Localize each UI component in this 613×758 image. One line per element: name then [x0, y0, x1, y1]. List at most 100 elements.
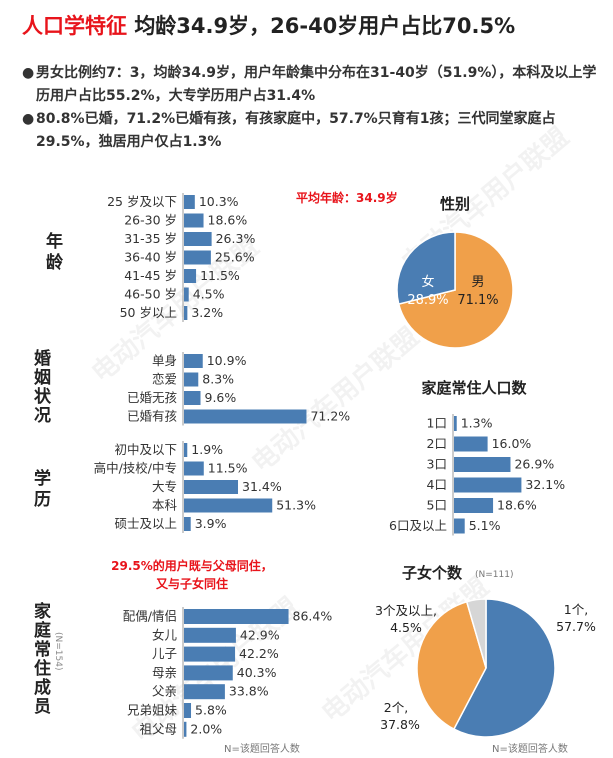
bar-category-label: 1口 [427, 416, 447, 431]
bar [184, 409, 307, 424]
bar-category-label: 祖父母 [139, 721, 177, 736]
bar-category-label: 50 岁以上 [120, 305, 177, 320]
pie-slice [416, 600, 487, 731]
bar-value-label: 42.2% [239, 646, 279, 661]
bar-category-label: 46-50 岁 [124, 287, 177, 302]
pie-label-name: 男 [471, 275, 484, 290]
pie-label-name: 2个, [384, 700, 408, 715]
bar [184, 250, 211, 265]
pie-label-value: 57.7% [556, 619, 596, 634]
group-label-household: 庭 [34, 620, 51, 641]
pie-label-name: 1个, [564, 602, 588, 617]
bar-value-label: 1.9% [191, 442, 223, 457]
group-label-education: 学 [34, 468, 51, 489]
page-title: 人口学特征 均龄34.9岁，26-40岁用户占比70.5% [22, 10, 515, 40]
bar-category-label: 已婚有孩 [127, 409, 177, 424]
bar-value-label: 16.0% [492, 436, 532, 451]
pie-label-value: 4.5% [390, 620, 422, 635]
group-label-age: 年 [46, 231, 63, 252]
bar-category-label: 恋爱 [152, 372, 177, 387]
pie-slice [465, 598, 487, 669]
bar [184, 232, 212, 246]
bar [184, 306, 188, 320]
bar-value-label: 33.8% [229, 684, 269, 699]
household-size-title: 家庭常住人口数 [421, 379, 527, 397]
bar-category-label: 26-30 岁 [124, 213, 177, 228]
age-annotation: 平均年龄：34.9岁 [296, 190, 398, 205]
bar-value-label: 31.4% [242, 479, 282, 494]
bar-value-label: 71.2% [310, 409, 350, 424]
bar [184, 665, 233, 681]
group-label-marital: 状 [34, 386, 52, 407]
bar-category-label: 单身 [152, 353, 177, 368]
group-label-marital: 姻 [34, 367, 51, 388]
bar-category-label: 配偶/情侣 [123, 609, 177, 624]
bar-value-label: 2.0% [190, 721, 222, 736]
bar-category-label: 父亲 [152, 684, 177, 699]
group-label-household: 住 [34, 658, 51, 679]
bar [184, 684, 225, 700]
pie-label-value: 37.8% [380, 717, 420, 732]
bar [184, 703, 192, 718]
group-label-household: 成 [34, 677, 51, 698]
bar-value-label: 25.6% [215, 250, 255, 265]
group-label-age: 龄 [46, 252, 64, 273]
group-label-marital: 婚 [34, 348, 51, 369]
bar-category-label: 兄弟姐妹 [127, 703, 178, 718]
bar-category-label: 6口及以上 [389, 518, 447, 533]
bar-value-label: 5.8% [195, 703, 227, 718]
bar [184, 461, 204, 476]
bar-value-label: 11.5% [208, 461, 248, 476]
household-annotation-line: 29.5%的用户既与父母同住， [111, 558, 273, 573]
household-annotation-line: 又与子女同住 [155, 576, 228, 591]
bar-value-label: 11.5% [200, 268, 240, 283]
bar-value-label: 1.3% [461, 416, 493, 431]
group-label-marital: 况 [34, 406, 51, 426]
bar-category-label: 5口 [427, 498, 447, 513]
bar-value-label: 5.1% [469, 518, 501, 533]
summary-bullet: ● 80.8%已婚，71.2%已婚有孩，有孩家庭中，57.7%只育有1孩；三代同堂… [22, 111, 556, 150]
bar-category-label: 41-45 岁 [124, 268, 177, 283]
summary-bullet-text: 男女比例约7：3，均龄34.9岁，用户年龄集中分布在31-40岁（51.9%），… [36, 65, 597, 104]
bar-category-label: 母亲 [152, 665, 177, 680]
bar [184, 354, 203, 368]
bar-category-label: 大专 [152, 479, 177, 494]
bar-category-label: 2口 [427, 436, 447, 451]
title-main: 均龄34.9岁，26-40岁用户占比70.5% [134, 14, 516, 38]
title-highlight: 人口学特征 [22, 14, 127, 38]
footnote: N=该题回答人数 [224, 742, 300, 755]
pie-label-name: 女 [421, 274, 434, 290]
bar [454, 498, 494, 513]
footnote: N=该题回答人数 [492, 742, 568, 755]
bar [454, 436, 488, 452]
pie-label-value: 71.1% [457, 293, 498, 308]
bar-value-label: 51.3% [276, 498, 316, 513]
bar [184, 391, 201, 405]
household-sample-note: (N=154) [53, 632, 63, 670]
bar-category-label: 儿子 [152, 646, 177, 661]
pie-slice [396, 231, 456, 305]
bar-category-label: 3口 [427, 457, 447, 472]
bar-value-label: 18.6% [497, 498, 537, 513]
bar-category-label: 本科 [152, 498, 178, 513]
bar [184, 609, 289, 624]
bar [184, 372, 199, 387]
bar-category-label: 高中/技校/中专 [94, 461, 177, 476]
bar-value-label: 10.3% [199, 194, 239, 209]
bar-value-label: 4.5% [193, 287, 225, 302]
bar-category-label: 硕士及以上 [114, 516, 177, 531]
group-label-household: 家 [34, 601, 51, 622]
bar-category-label: 4口 [427, 477, 447, 492]
bar [184, 213, 204, 228]
children-sample-note: (N=111) [475, 570, 513, 580]
bar-value-label: 86.4% [293, 609, 333, 624]
bar-category-label: 初中及以下 [114, 442, 177, 457]
bar [184, 195, 195, 209]
bar [454, 477, 522, 493]
bar-value-label: 42.9% [240, 627, 280, 642]
bar-value-label: 8.3% [202, 372, 234, 387]
bar-category-label: 女儿 [152, 627, 178, 642]
pie-slice [397, 231, 514, 349]
bar-value-label: 9.6% [205, 390, 237, 405]
bar [454, 518, 465, 534]
